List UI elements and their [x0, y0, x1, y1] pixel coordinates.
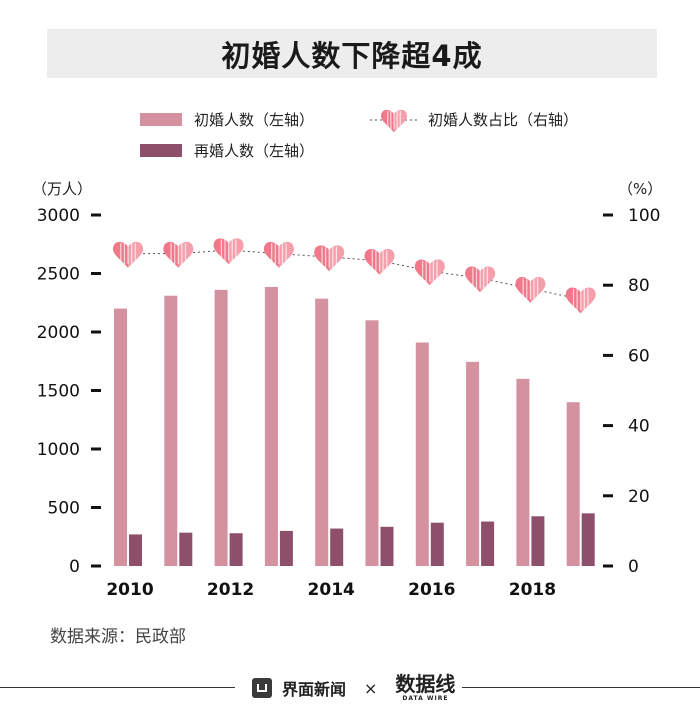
x-tick-label: 2016: [408, 580, 455, 600]
footer-divider-left: [0, 687, 235, 688]
partner-logo: 数据线 DATA WIRE: [395, 674, 455, 702]
bar-remarriage: [380, 526, 394, 566]
right-tick-label: 100: [628, 206, 660, 226]
brand-separator: ×: [364, 678, 378, 698]
bar-remarriage: [531, 516, 545, 566]
right-tick-label: 0: [628, 557, 639, 577]
bar-remarriage: [179, 532, 193, 566]
x-tick-label: 2014: [308, 580, 355, 600]
bar-first-marriage: [264, 286, 278, 566]
bars: [114, 286, 595, 566]
bar-first-marriage: [365, 320, 379, 566]
x-tick-label: 2010: [106, 580, 153, 600]
legend-heart-shape: [381, 109, 407, 133]
bar-first-marriage: [214, 289, 228, 566]
ratio-series-line: [128, 249, 581, 300]
ratio-heart-point: [364, 248, 395, 275]
right-axis-unit: （%）: [618, 180, 662, 198]
legend-label-first-marriage: 初婚人数（左轴）: [194, 111, 314, 129]
left-tick-label: 0: [69, 557, 80, 577]
left-tick-label: 1500: [37, 382, 80, 402]
bar-first-marriage: [466, 361, 480, 566]
left-tick-label: 3000: [37, 206, 80, 226]
title-bar: 初婚人数下降超4成: [47, 29, 657, 78]
ratio-line: [128, 249, 581, 300]
bar-remarriage: [129, 534, 142, 566]
ratio-heart-point: [565, 287, 596, 314]
ratio-heart-point: [314, 245, 345, 272]
legend-label-ratio: 初婚人数占比（右轴）: [428, 111, 578, 129]
bar-remarriage: [330, 528, 344, 566]
footer: 界面新闻 × 数据线 DATA WIRE: [0, 668, 700, 708]
legend: 初婚人数（左轴） 再婚人数（左轴） 初婚人数占比（右轴）: [140, 109, 578, 160]
partner-name: 数据线: [395, 672, 456, 696]
left-axis-unit: （万人）: [32, 180, 92, 198]
bar-first-marriage: [164, 295, 178, 566]
legend-swatch-remarriage: [140, 144, 182, 157]
bar-first-marriage: [566, 402, 580, 566]
ratio-heart-point: [414, 259, 445, 286]
ratio-heart-point: [515, 277, 546, 303]
ratio-heart-point: [263, 241, 294, 268]
jiemian-logo-icon: [252, 678, 272, 698]
left-tick-label: 1000: [37, 440, 80, 460]
legend-heart-icon: [381, 109, 407, 133]
footer-divider-right: [462, 687, 700, 688]
ratio-heart-point: [113, 241, 143, 268]
footer-brand: 界面新闻 × 数据线 DATA WIRE: [252, 674, 455, 702]
bar-remarriage: [279, 530, 293, 566]
right-tick-label: 40: [628, 417, 650, 437]
axes: 0 500 1000 1500 2000 2500 3000 0 20 40 60 80 100 2010…: [37, 206, 661, 600]
bar-first-marriage: [415, 342, 429, 566]
ratio-hearts: [113, 238, 596, 314]
right-tick-label: 60: [628, 346, 650, 366]
left-tick-label: 2500: [37, 265, 80, 285]
bar-remarriage: [581, 513, 595, 566]
chart-title: 初婚人数下降超4成: [221, 38, 483, 73]
legend-label-remarriage: 再婚人数（左轴）: [194, 142, 314, 160]
bar-remarriage: [481, 521, 495, 566]
bar-first-marriage: [315, 298, 329, 566]
bar-remarriage: [430, 522, 444, 566]
legend-swatch-first-marriage: [140, 113, 182, 126]
ratio-heart-point: [163, 241, 194, 268]
partner-sub: DATA WIRE: [402, 695, 449, 702]
ratio-heart-point: [213, 238, 244, 265]
right-tick-label: 80: [628, 276, 650, 296]
ratio-heart-point: [465, 266, 496, 293]
right-tick-label: 20: [628, 487, 650, 507]
bar-first-marriage: [516, 378, 530, 566]
data-source: 数据来源：民政部: [50, 627, 186, 647]
bar-first-marriage: [114, 308, 127, 566]
brand-name: 界面新闻: [282, 680, 347, 699]
left-tick-label: 500: [48, 499, 80, 519]
left-tick-label: 2000: [37, 323, 80, 343]
x-tick-label: 2018: [509, 580, 556, 600]
bar-remarriage: [229, 533, 243, 566]
x-tick-label: 2012: [207, 580, 254, 600]
